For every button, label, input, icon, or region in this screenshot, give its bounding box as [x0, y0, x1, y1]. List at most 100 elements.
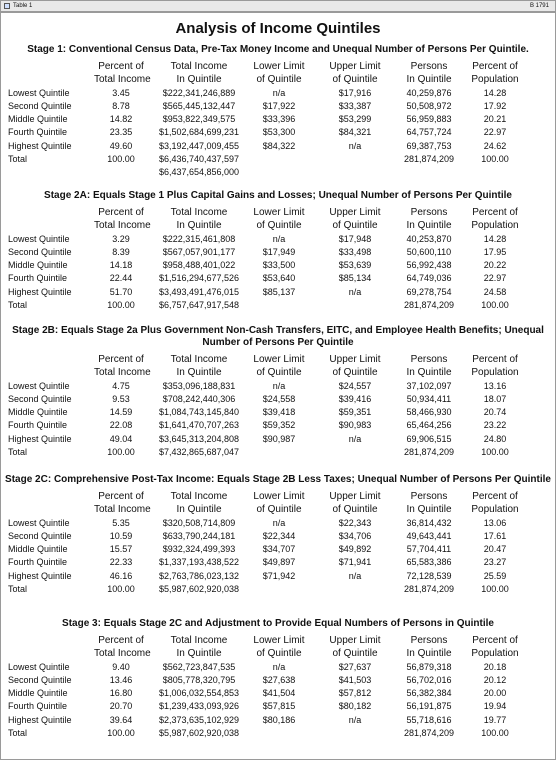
- table-row: Total 100.00 $5,987,602,920,038 281,874,209…: [0, 583, 556, 596]
- cell-percent-total-income: 100.00: [107, 447, 135, 458]
- header-percent-total-income: Total Income: [94, 648, 151, 660]
- cell-persons: 56,992,438: [406, 260, 452, 271]
- cell-percent-population: 20.00: [483, 688, 507, 699]
- cell-percent-total-income: 8.39: [112, 246, 130, 257]
- cell-persons: 281,874,209: [403, 447, 455, 458]
- table-row: Middle Quintile 15.57 $932,324,499,393 $34,…: [0, 543, 556, 556]
- header-percent-population: Population: [471, 504, 519, 516]
- cell-percent-total-income: 20.70: [109, 701, 133, 712]
- cell-upper-limit: n/a: [348, 140, 362, 151]
- cell-percent-population: 100.00: [481, 584, 509, 595]
- table-icon: [4, 3, 10, 9]
- cell-upper-limit: n/a: [348, 433, 362, 444]
- section-title: Stage 1: Conventional Census Data, Pre-T…: [27, 44, 529, 55]
- cell-lower-limit: $17,922: [262, 100, 296, 111]
- header-upper-limit: Upper Limit: [329, 354, 381, 365]
- cell-total-income: $2,763,786,023,132: [158, 570, 240, 581]
- table-row: Second Quintile 8.39 $567,057,901,177 $17,9…: [0, 246, 556, 259]
- header-total-income: Total Income: [170, 207, 228, 218]
- table-header-row: Percent of Total Income Lower Limit Upper L…: [0, 490, 556, 503]
- cell-percent-total-income: 100.00: [107, 154, 135, 165]
- cell-persons: 281,874,209: [403, 584, 455, 595]
- cell-percent-population: 23.22: [483, 420, 507, 431]
- cell-total-income: $1,641,470,707,263: [158, 420, 240, 431]
- cell-label: Fourth Quintile: [8, 127, 68, 138]
- table-row: Highest Quintile 49.04 $3,645,313,204,808 $…: [0, 433, 556, 446]
- cell-label: Highest Quintile: [8, 140, 72, 151]
- cell-percent-total-income: 49.04: [109, 433, 133, 444]
- cell-persons: 58,466,930: [406, 407, 452, 418]
- cell-percent-population: 20.22: [483, 260, 507, 271]
- header-percent-total-income: Percent of: [98, 207, 144, 218]
- cell-percent-population: 17.92: [483, 100, 507, 111]
- cell-persons: 281,874,209: [403, 728, 455, 739]
- cell-total-income: $6,436,740,437,597: [158, 154, 240, 165]
- cell-label: Second Quintile: [8, 100, 72, 111]
- table-header-row: Total Income In Quintile of Quintile of Qui…: [0, 73, 556, 86]
- header-lower-limit: Lower Limit: [253, 635, 305, 646]
- cell-lower-limit: n/a: [272, 87, 286, 98]
- header-percent-population: Population: [471, 367, 519, 379]
- header-total-income: Total Income: [170, 61, 228, 72]
- cell-lower-limit: n/a: [272, 661, 286, 672]
- cell-persons: 56,879,318: [406, 661, 452, 672]
- cell-persons: 69,906,515: [406, 433, 452, 444]
- cell-lower-limit: $84,322: [262, 140, 296, 151]
- cell-percent-population: 22.97: [483, 127, 507, 138]
- table-header-row: Percent of Total Income Lower Limit Upper L…: [0, 634, 556, 647]
- cell-upper-limit: $49,892: [338, 544, 372, 555]
- cell-total-income: $6,757,647,917,548: [158, 300, 240, 311]
- window-titlebar[interactable]: Table 1 B 1791: [0, 0, 556, 12]
- cell-lower-limit: $71,942: [262, 570, 296, 581]
- section-stage-2a: Stage 2A: Equals Stage 1 Plus Capital Ga…: [0, 190, 556, 312]
- cell-total-income: $222,315,461,808: [162, 233, 236, 244]
- header-persons: Persons: [410, 635, 448, 646]
- cell-upper-limit: $17,916: [338, 87, 372, 98]
- cell-percent-total-income: 4.75: [112, 380, 130, 391]
- table-row: Total 100.00 $5,987,602,920,038 281,874,209…: [0, 727, 556, 740]
- cell-percent-population: 20.74: [483, 407, 507, 418]
- cell-lower-limit: $90,987: [262, 433, 296, 444]
- cell-label: Total: [8, 300, 28, 311]
- header-total-income: In Quintile: [176, 504, 222, 516]
- header-persons: Persons: [410, 491, 448, 502]
- cell-percent-population: 24.58: [483, 286, 507, 297]
- header-lower-limit: of Quintile: [256, 648, 302, 660]
- cell-label: Second Quintile: [8, 246, 72, 257]
- cell-percent-total-income: 100.00: [107, 728, 135, 739]
- cell-label: Fourth Quintile: [8, 701, 68, 712]
- header-upper-limit: of Quintile: [332, 74, 378, 86]
- cell-total-income: $708,242,440,306: [162, 393, 236, 404]
- cell-persons: 69,387,753: [406, 140, 452, 151]
- table-row: Middle Quintile 14.59 $1,084,743,145,840 $3…: [0, 406, 556, 419]
- cell-persons: 40,259,876: [406, 87, 452, 98]
- cell-percent-total-income: 22.44: [109, 273, 133, 284]
- table-row: Highest Quintile 49.60 $3,192,447,009,455 $…: [0, 140, 556, 153]
- cell-lower-limit: n/a: [272, 517, 286, 528]
- table-header-row: Percent of Total Income Lower Limit Upper L…: [0, 353, 556, 366]
- cell-lower-limit: $27,638: [262, 674, 296, 685]
- header-percent-population: Population: [471, 648, 519, 660]
- cell-label: Middle Quintile: [8, 407, 68, 418]
- cell-total-income: $958,488,401,022: [162, 260, 236, 271]
- cell-label: Highest Quintile: [8, 570, 72, 581]
- cell-lower-limit: $53,300: [262, 127, 296, 138]
- table-row: Middle Quintile 14.82 $953,822,349,575 $33,…: [0, 113, 556, 126]
- page-title: Analysis of Income Quintiles: [175, 20, 381, 37]
- cell-total-income: $3,645,313,204,808: [158, 433, 240, 444]
- cell-lower-limit: $33,500: [262, 260, 296, 271]
- cell-label: Lowest Quintile: [8, 233, 70, 244]
- cell-upper-limit: $80,182: [338, 701, 372, 712]
- cell-persons: 65,464,256: [406, 420, 452, 431]
- cell-upper-limit: $53,299: [338, 114, 372, 125]
- header-percent-population: Population: [471, 74, 519, 86]
- cell-upper-limit: $90,983: [338, 420, 372, 431]
- header-lower-limit: Lower Limit: [253, 207, 305, 218]
- cell-total-income: $3,192,447,009,455: [158, 140, 240, 151]
- header-percent-total-income: Percent of: [98, 635, 144, 646]
- cell-percent-total-income: 3.45: [112, 87, 130, 98]
- table-row: Highest Quintile 46.16 $2,763,786,023,132 $…: [0, 570, 556, 583]
- section-stage-1: Stage 1: Conventional Census Data, Pre-T…: [0, 44, 556, 180]
- header-percent-population: Percent of: [472, 61, 518, 72]
- header-persons: In Quintile: [406, 367, 452, 379]
